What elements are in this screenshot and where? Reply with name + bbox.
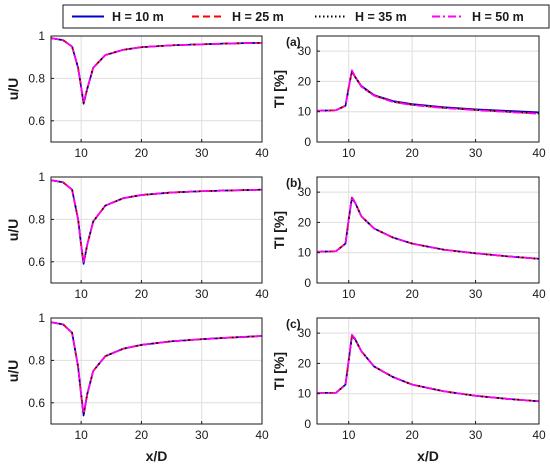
y-tick-label: 0.8 — [28, 212, 45, 226]
y-tick-label: 0.8 — [28, 71, 45, 85]
axes-box — [50, 176, 263, 284]
x-tick-label: 10 — [74, 428, 88, 442]
y-axis-label: u/U — [5, 78, 21, 101]
y-tick-label: 30 — [298, 326, 312, 340]
x-tick-label: 40 — [255, 287, 269, 301]
series-group — [317, 195, 539, 260]
y-tick-label: 0.8 — [28, 353, 45, 367]
series-group — [317, 69, 539, 115]
y-tick-label: 0.6 — [28, 396, 45, 410]
y-tick-label: 10 — [298, 105, 312, 119]
panel-velocity-bottom: 10 20 30 40 0.6 0.8 1 u/U x/D — [5, 311, 269, 464]
legend-label: H = 10 m — [112, 10, 164, 24]
axes-box — [50, 35, 263, 143]
panel-tag: (b) — [286, 176, 301, 190]
x-axis-label: x/D — [146, 448, 168, 464]
panel-ti-top: 10 20 30 40 0 10 20 30 TI [%] (a) — [271, 35, 546, 160]
axes-box — [316, 317, 540, 425]
series-line — [317, 334, 539, 403]
series-line — [51, 321, 262, 415]
x-tick-label: 20 — [405, 287, 419, 301]
plot-area — [317, 318, 539, 424]
y-tick-label: 0 — [304, 135, 311, 149]
y-axis-label: u/U — [5, 219, 21, 242]
x-tick-label: 10 — [342, 146, 356, 160]
x-tick-label: 30 — [469, 146, 483, 160]
panel-tag: (a) — [286, 35, 301, 49]
y-axis-label: TI [%] — [271, 70, 287, 108]
plot-area — [51, 36, 262, 142]
x-tick-label: 20 — [135, 146, 149, 160]
y-tick-label: 1 — [38, 170, 45, 184]
series-line — [317, 69, 539, 115]
panel-ti-bottom: 10 20 30 40 0 10 20 30 TI [%] x/D (c) — [271, 317, 546, 464]
panel-velocity-top: 10 20 30 40 0.6 0.8 1 u/U — [5, 29, 269, 160]
legend: H = 10 m H = 25 m H = 35 m H = 50 m — [62, 4, 550, 29]
panel-ti-middle: 10 20 30 40 0 10 20 30 TI [%] (b) — [271, 176, 546, 301]
series-group — [51, 179, 262, 265]
y-tick-label: 20 — [298, 215, 312, 229]
series-line — [51, 179, 262, 263]
y-tick-label: 20 — [298, 74, 312, 88]
y-tick-label: 30 — [298, 44, 312, 58]
panel-velocity-middle: 10 20 30 40 0.6 0.8 1 u/U — [5, 170, 269, 301]
y-axis-label: TI [%] — [271, 352, 287, 390]
axes-box — [316, 176, 540, 284]
plot-area — [51, 177, 262, 283]
x-tick-label: 20 — [405, 428, 419, 442]
x-tick-label: 40 — [532, 287, 546, 301]
series-group — [51, 321, 262, 417]
x-axis-label: x/D — [417, 448, 439, 464]
plot-area — [317, 36, 539, 142]
series-line — [317, 333, 539, 403]
legend-label: H = 50 m — [472, 10, 524, 24]
y-tick-label: 0 — [304, 276, 311, 290]
x-tick-label: 10 — [74, 146, 88, 160]
x-tick-label: 40 — [255, 146, 269, 160]
plot-area — [51, 318, 262, 424]
y-tick-label: 0.6 — [28, 255, 45, 269]
y-tick-label: 0.6 — [28, 114, 45, 128]
y-tick-label: 0 — [304, 417, 311, 431]
x-tick-label: 10 — [342, 428, 356, 442]
y-tick-label: 1 — [38, 311, 45, 325]
x-tick-label: 30 — [195, 146, 209, 160]
x-tick-label: 10 — [342, 287, 356, 301]
x-tick-label: 20 — [135, 287, 149, 301]
series-line — [51, 37, 262, 103]
y-axis-label: TI [%] — [271, 211, 287, 249]
axes-box — [316, 35, 540, 143]
y-axis-label: u/U — [5, 360, 21, 383]
y-tick-label: 1 — [38, 29, 45, 43]
legend-label: H = 35 m — [355, 10, 407, 24]
series-line — [317, 195, 539, 260]
x-tick-label: 30 — [469, 428, 483, 442]
x-tick-label: 10 — [74, 287, 88, 301]
y-tick-label: 10 — [298, 246, 312, 260]
axes-box — [50, 317, 263, 425]
x-tick-label: 30 — [469, 287, 483, 301]
x-tick-label: 40 — [532, 146, 546, 160]
series-line — [317, 196, 539, 260]
x-tick-label: 30 — [195, 428, 209, 442]
legend-box — [62, 4, 550, 29]
legend-label: H = 25 m — [232, 10, 284, 24]
x-tick-label: 30 — [195, 287, 209, 301]
y-tick-label: 30 — [298, 185, 312, 199]
y-tick-label: 20 — [298, 356, 312, 370]
x-tick-label: 20 — [135, 428, 149, 442]
series-group — [51, 37, 262, 105]
plot-area — [317, 177, 539, 283]
y-tick-label: 10 — [298, 387, 312, 401]
panel-tag: (c) — [286, 317, 301, 331]
x-tick-label: 40 — [532, 428, 546, 442]
x-tick-label: 40 — [255, 428, 269, 442]
series-group — [317, 333, 539, 403]
x-tick-label: 20 — [405, 146, 419, 160]
